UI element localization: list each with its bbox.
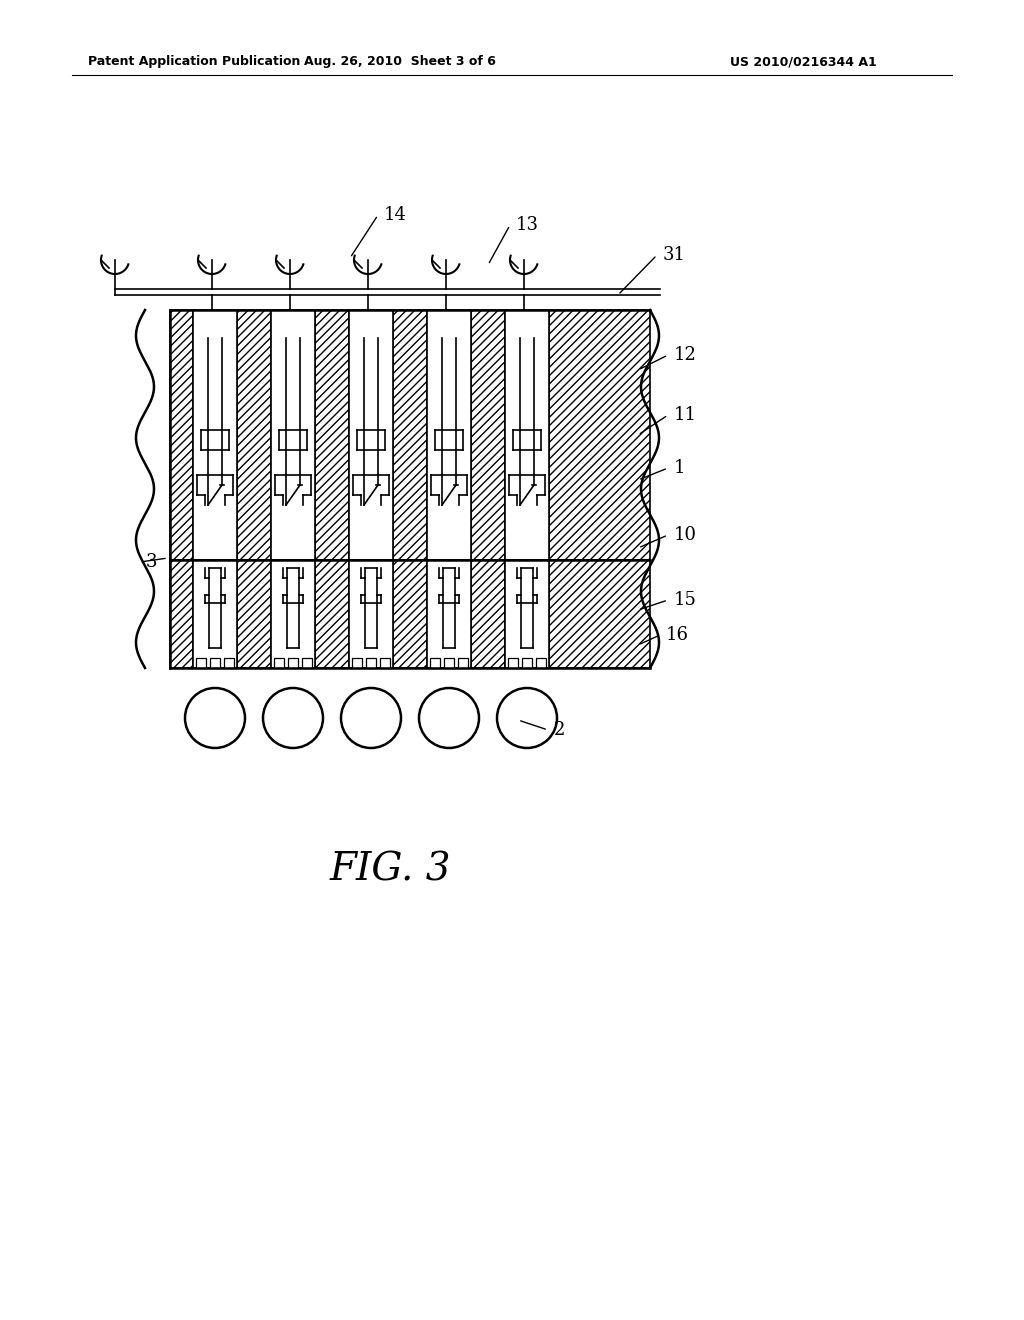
Bar xyxy=(352,657,362,668)
Text: 11: 11 xyxy=(674,407,697,424)
Text: 16: 16 xyxy=(666,626,689,644)
Bar xyxy=(193,310,237,560)
Bar xyxy=(349,310,393,560)
Bar xyxy=(393,560,427,668)
Bar xyxy=(549,310,650,560)
Circle shape xyxy=(419,688,479,748)
Text: 14: 14 xyxy=(384,206,407,224)
Bar xyxy=(274,657,284,668)
Bar xyxy=(366,657,376,668)
Text: 10: 10 xyxy=(674,525,697,544)
Bar xyxy=(302,657,312,668)
Bar xyxy=(508,657,518,668)
Text: 12: 12 xyxy=(674,346,697,364)
Text: 15: 15 xyxy=(674,591,697,609)
Text: 31: 31 xyxy=(663,246,686,264)
Bar xyxy=(193,560,237,668)
Bar xyxy=(522,657,532,668)
Bar xyxy=(393,310,427,560)
Bar xyxy=(224,657,234,668)
Text: 3: 3 xyxy=(146,553,158,572)
Bar xyxy=(536,657,546,668)
Bar xyxy=(315,310,349,560)
Bar xyxy=(427,560,471,668)
Bar xyxy=(549,560,650,668)
Bar xyxy=(210,657,220,668)
Text: US 2010/0216344 A1: US 2010/0216344 A1 xyxy=(730,55,877,69)
Bar xyxy=(271,560,315,668)
Text: FIG. 3: FIG. 3 xyxy=(330,851,451,888)
Text: 13: 13 xyxy=(516,216,539,234)
Bar xyxy=(288,657,298,668)
Bar xyxy=(271,310,315,560)
Bar xyxy=(458,657,468,668)
Text: 1: 1 xyxy=(674,459,685,477)
Circle shape xyxy=(497,688,557,748)
Bar xyxy=(349,560,393,668)
Bar xyxy=(237,560,271,668)
Bar xyxy=(471,310,505,560)
Circle shape xyxy=(263,688,323,748)
Bar xyxy=(430,657,440,668)
Bar xyxy=(237,310,271,560)
Circle shape xyxy=(341,688,401,748)
Bar xyxy=(380,657,390,668)
Bar xyxy=(444,657,454,668)
Circle shape xyxy=(185,688,245,748)
Bar xyxy=(170,560,193,668)
Bar xyxy=(471,560,505,668)
Bar xyxy=(170,310,193,560)
Bar xyxy=(427,310,471,560)
Text: Patent Application Publication: Patent Application Publication xyxy=(88,55,300,69)
Bar xyxy=(196,657,206,668)
Text: 2: 2 xyxy=(554,721,565,739)
Bar xyxy=(505,560,549,668)
Text: Aug. 26, 2010  Sheet 3 of 6: Aug. 26, 2010 Sheet 3 of 6 xyxy=(304,55,496,69)
Bar xyxy=(505,310,549,560)
Bar xyxy=(315,560,349,668)
